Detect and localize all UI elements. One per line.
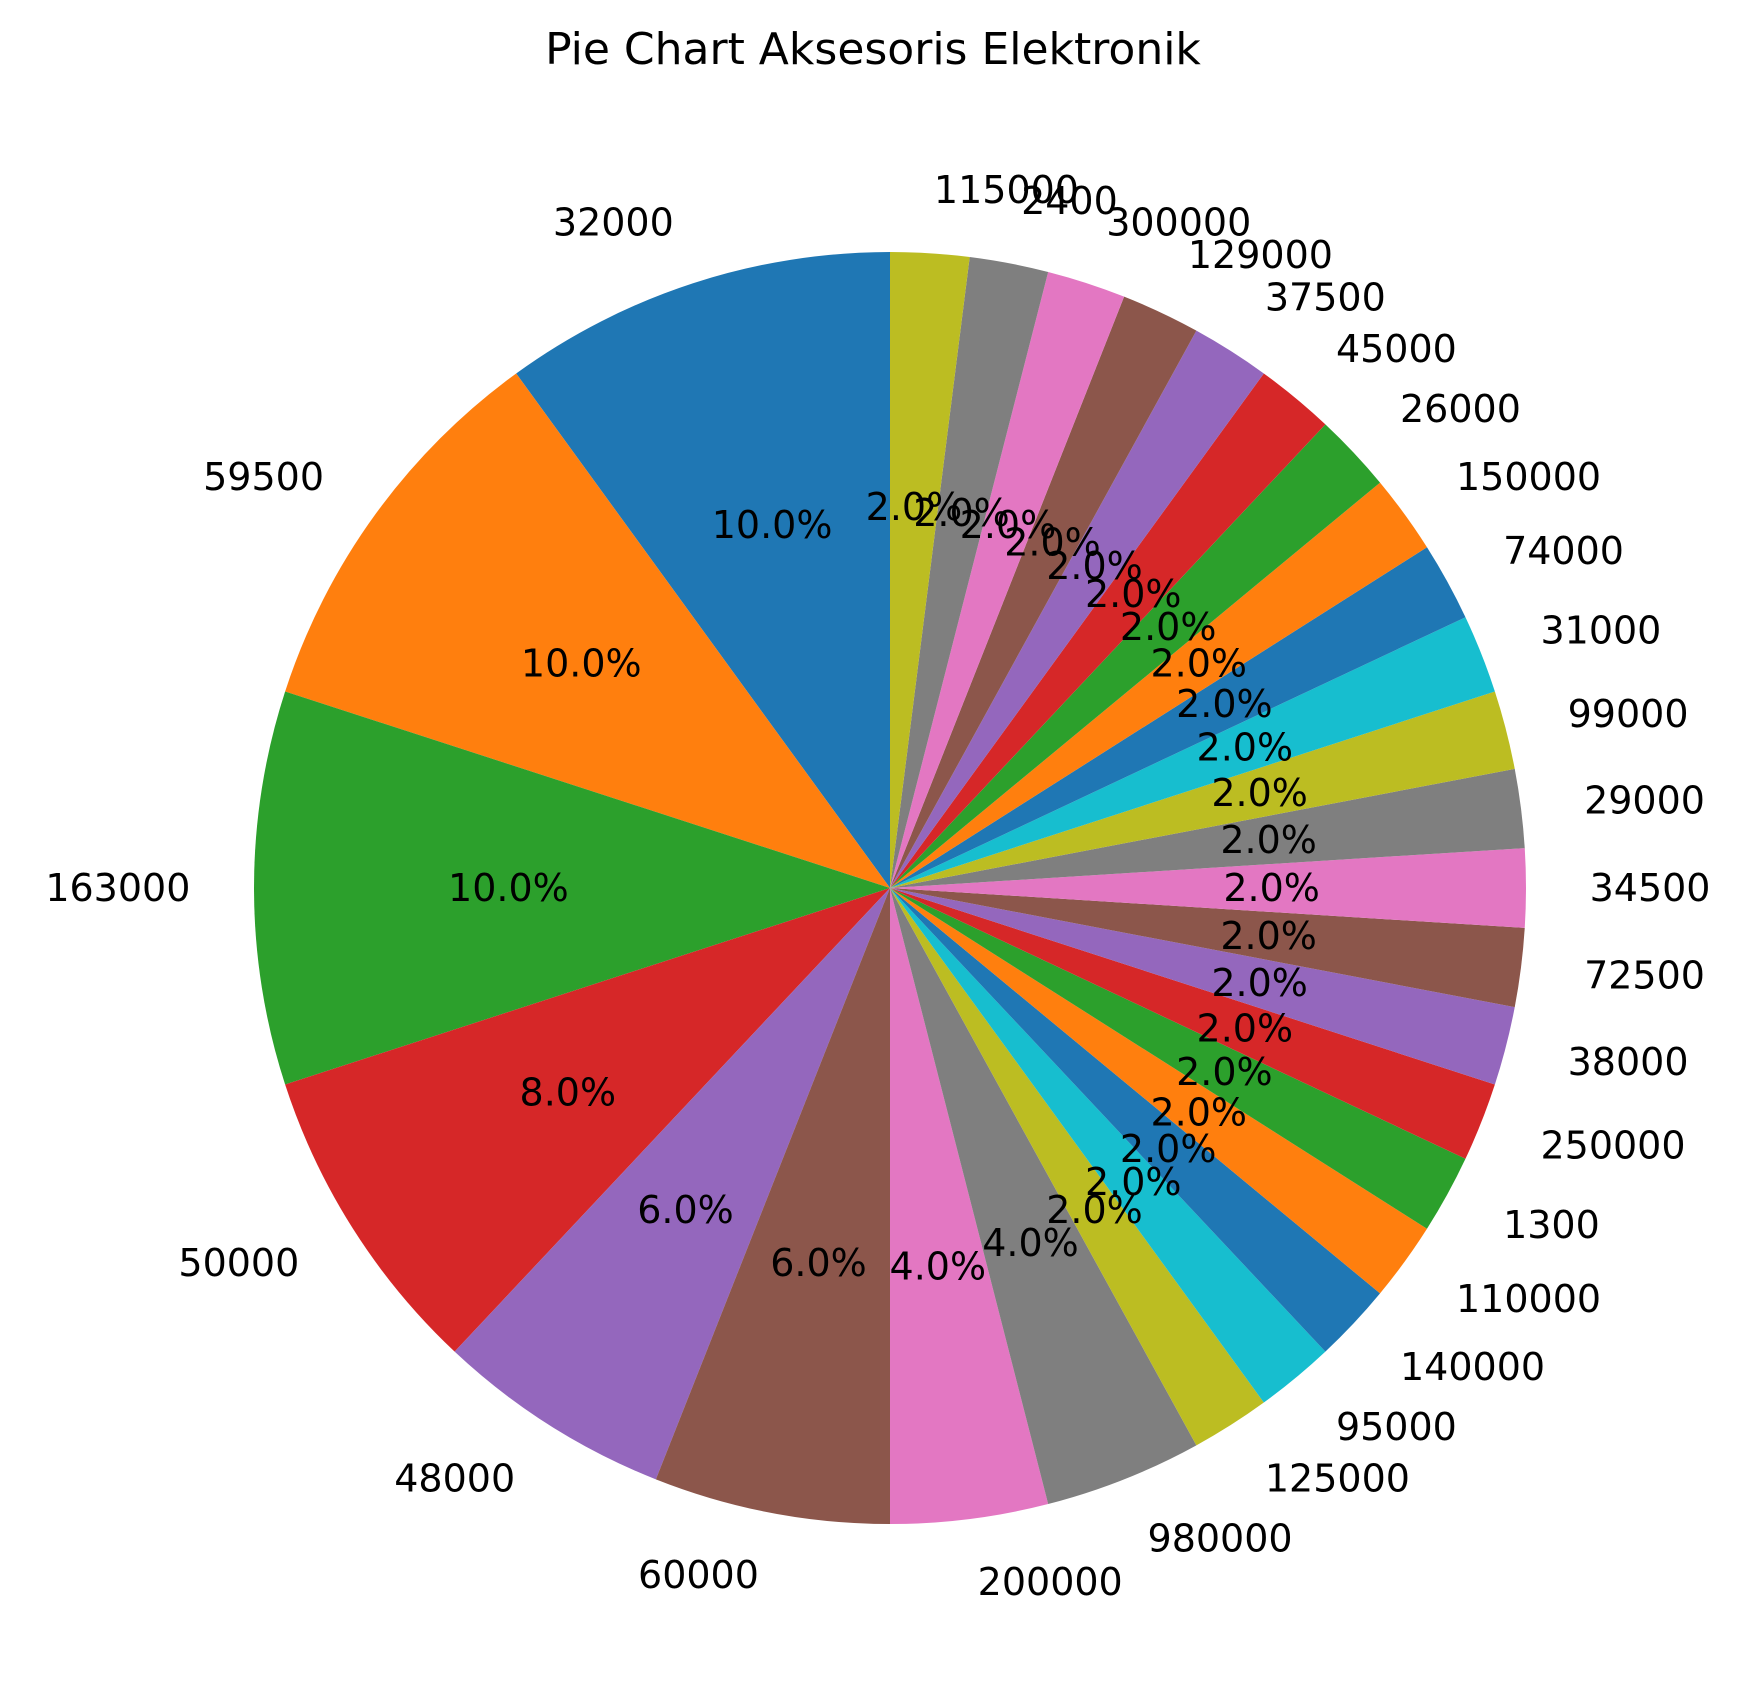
- percent-label: 10.0%: [712, 503, 833, 547]
- pie-slice: [285, 373, 890, 888]
- pie-slice: [890, 617, 1495, 888]
- pie-slice: [890, 888, 1381, 1352]
- pie-slice: [454, 888, 890, 1480]
- pie-slice: [890, 888, 1326, 1403]
- percent-label: 2.0%: [960, 503, 1057, 547]
- pie-slice: [890, 257, 1049, 889]
- slice-label: 72500: [1584, 954, 1705, 998]
- slice-label: 59500: [203, 455, 324, 499]
- slice-label: 74000: [1503, 529, 1624, 573]
- pie-slice: [890, 296, 1197, 889]
- pie-slice: [890, 252, 970, 888]
- percent-label: 4.0%: [890, 1245, 987, 1289]
- percent-label: 2.0%: [1120, 605, 1217, 649]
- pie-slice: [890, 271, 1125, 889]
- percent-label: 2.0%: [1197, 1006, 1294, 1050]
- percent-label: 2.0%: [1120, 1127, 1217, 1171]
- slice-label: 300000: [1106, 201, 1251, 245]
- percent-label: 2.0%: [1150, 642, 1247, 686]
- pie-slice: [890, 888, 1515, 1085]
- slice-label: 163000: [45, 866, 190, 910]
- slice-label: 38000: [1568, 1040, 1689, 1084]
- percent-label: 2.0%: [1211, 771, 1308, 815]
- slice-label: 45000: [1336, 327, 1457, 371]
- percent-label: 6.0%: [637, 1188, 734, 1232]
- pie-slice: [890, 888, 1264, 1446]
- percent-label: 2.0%: [1223, 866, 1320, 910]
- pie-slice: [890, 424, 1381, 888]
- slice-label: 150000: [1456, 455, 1601, 499]
- category-labels: 32000 59500 163000 50000 48000 60000 200000 980…: [45, 168, 1710, 1604]
- slice-label: 37500: [1265, 275, 1386, 319]
- pie-slice: [516, 252, 890, 888]
- percent-label: 2.0%: [866, 485, 963, 529]
- pie-slice: [890, 888, 1049, 1524]
- percent-label: 2.0%: [1220, 818, 1317, 862]
- pie-slice: [890, 888, 1427, 1294]
- slice-label: 32000: [553, 201, 674, 245]
- slice-label: 2400: [1021, 179, 1118, 223]
- slice-label: 31000: [1540, 608, 1661, 652]
- slice-label: 95000: [1336, 1405, 1457, 1449]
- percent-label: 2.0%: [1150, 1090, 1247, 1134]
- pie-slice: [253, 691, 890, 1085]
- percent-label: 6.0%: [770, 1241, 867, 1285]
- slice-label: 129000: [1188, 233, 1333, 277]
- percent-label: 2.0%: [1176, 682, 1273, 726]
- percent-label: 2.0%: [913, 491, 1010, 535]
- pie-slice: [890, 547, 1466, 888]
- slice-label: 50000: [178, 1241, 299, 1285]
- pie-slice: [890, 848, 1526, 928]
- percent-label: 2.0%: [1085, 1160, 1182, 1204]
- percent-label: 2.0%: [1085, 572, 1182, 616]
- percent-label: 8.0%: [520, 1070, 617, 1114]
- slice-label: 110000: [1456, 1277, 1601, 1321]
- percent-labels: 10.0%10.0%10.0%8.0%6.0%6.0% 4.0%4.0%2.0%2…: [448, 485, 1320, 1288]
- percent-label: 2.0%: [1004, 521, 1101, 565]
- percent-label: 4.0%: [982, 1221, 1079, 1265]
- pie-slice: [890, 888, 1495, 1159]
- slice-label: 125000: [1265, 1457, 1410, 1501]
- pie-slices: [253, 252, 1526, 1524]
- percent-label: 10.0%: [448, 866, 569, 910]
- slice-label: 980000: [1148, 1516, 1293, 1560]
- percent-label: 2.0%: [1176, 1050, 1273, 1094]
- percent-label: 10.0%: [521, 642, 642, 686]
- pie-slice: [655, 888, 890, 1524]
- slice-label: 60000: [638, 1553, 759, 1597]
- slice-label: 34500: [1590, 866, 1711, 910]
- slice-label: 1300: [1503, 1203, 1600, 1247]
- pie-slice: [890, 373, 1326, 888]
- slice-label: 140000: [1400, 1345, 1545, 1389]
- slice-label: 26000: [1400, 387, 1521, 431]
- pie-slice: [890, 330, 1264, 888]
- chart-title: Pie Chart Aksesoris Elektronik: [545, 24, 1201, 75]
- pie-slice: [285, 888, 890, 1352]
- slice-label: 250000: [1540, 1124, 1685, 1168]
- percent-label: 2.0%: [1046, 544, 1143, 588]
- percent-label: 2.0%: [1211, 961, 1308, 1005]
- percent-label: 2.0%: [1046, 1188, 1143, 1232]
- pie-slice: [890, 888, 1466, 1229]
- percent-label: 2.0%: [1197, 726, 1294, 770]
- slice-label: 115000: [934, 168, 1079, 212]
- slice-label: 29000: [1584, 778, 1705, 822]
- slice-label: 48000: [394, 1457, 515, 1501]
- slice-label: 200000: [978, 1560, 1123, 1604]
- percent-label: 2.0%: [1220, 914, 1317, 958]
- pie-slice: [890, 691, 1515, 888]
- pie-slice: [890, 888, 1197, 1505]
- slice-label: 99000: [1568, 692, 1689, 736]
- pie-slice: [890, 768, 1525, 888]
- pie-slice: [890, 482, 1427, 888]
- pie-slice: [890, 888, 1525, 1008]
